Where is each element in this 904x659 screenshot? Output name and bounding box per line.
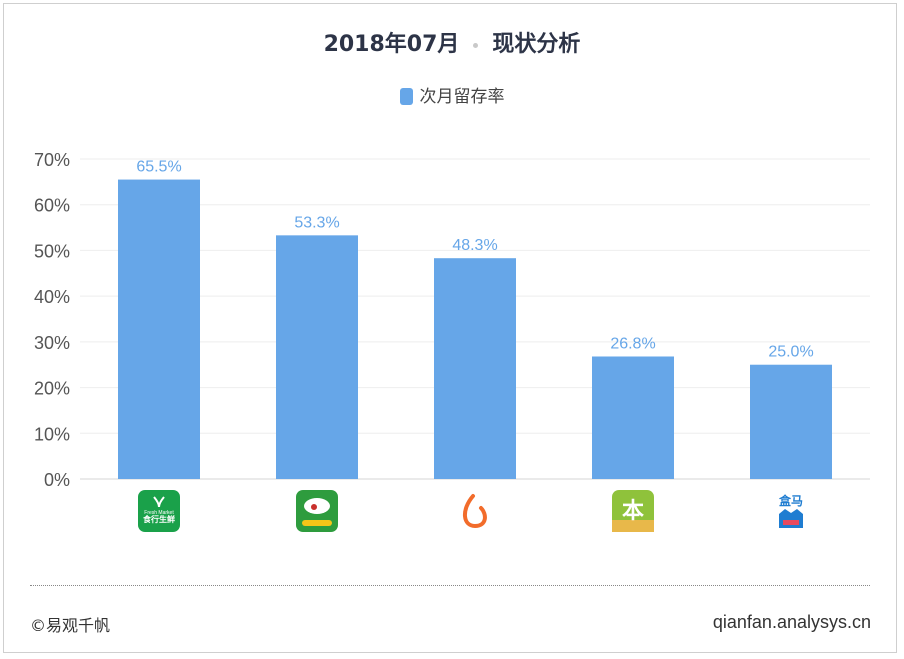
y-tick-label: 20% [34,379,70,399]
drop-app-icon [454,490,496,532]
icon-bg [138,490,180,532]
y-tick-label: 50% [34,241,70,261]
chart-title: 2018年07月 现状分析 [0,26,904,58]
y-tick-label: 0% [44,470,70,490]
y-tick-label: 30% [34,333,70,353]
hippo-mouth [783,520,799,525]
copyright-text: ©易观千帆 [30,616,111,635]
y-tick-label: 70% [34,150,70,170]
icon-band [612,520,654,532]
bar [276,235,358,479]
daojia-app-icon [296,490,338,532]
legend[interactable]: 次月留存率 [0,82,904,107]
legend-label: 次月留存率 [419,87,505,107]
y-tick-label: 60% [34,196,70,216]
bar [750,364,832,479]
icon-caption: Fresh Market [144,510,174,516]
title-text: 现状分析 [492,32,581,57]
icon-text: 食行生鲜 [143,514,175,524]
value-label: 53.3% [294,214,339,231]
drop-shape [463,494,487,529]
bar [118,179,200,480]
y-tick-label: 10% [34,424,70,444]
icon-text: 盒马 [778,493,803,508]
bar-chart: 0% 10% 20% 30% 40% 50% 60% 70% 65.5% Fresh Market… [34,150,870,532]
value-label: 65.5% [136,159,181,176]
legend-swatch [399,88,413,105]
hema-app-icon: 盒马 [770,490,812,532]
footer-divider [30,585,870,586]
value-label: 48.3% [452,237,497,254]
leaf-shape [153,496,165,508]
title-separator-dot [473,42,479,48]
icon-text: 本 [622,499,644,524]
y-tick-label: 40% [34,287,70,307]
title-date: 2018年07月 [323,32,460,57]
icon-shape [304,498,330,514]
value-label: 25.0% [768,344,813,361]
bar [592,356,674,479]
icon-shape [302,520,332,526]
website-link[interactable]: qianfan.analysys.cn [712,612,871,632]
benlai-app-icon: 本 [612,490,654,532]
icon-shape [311,504,317,510]
bar [434,258,516,479]
value-label: 26.8% [610,335,655,352]
